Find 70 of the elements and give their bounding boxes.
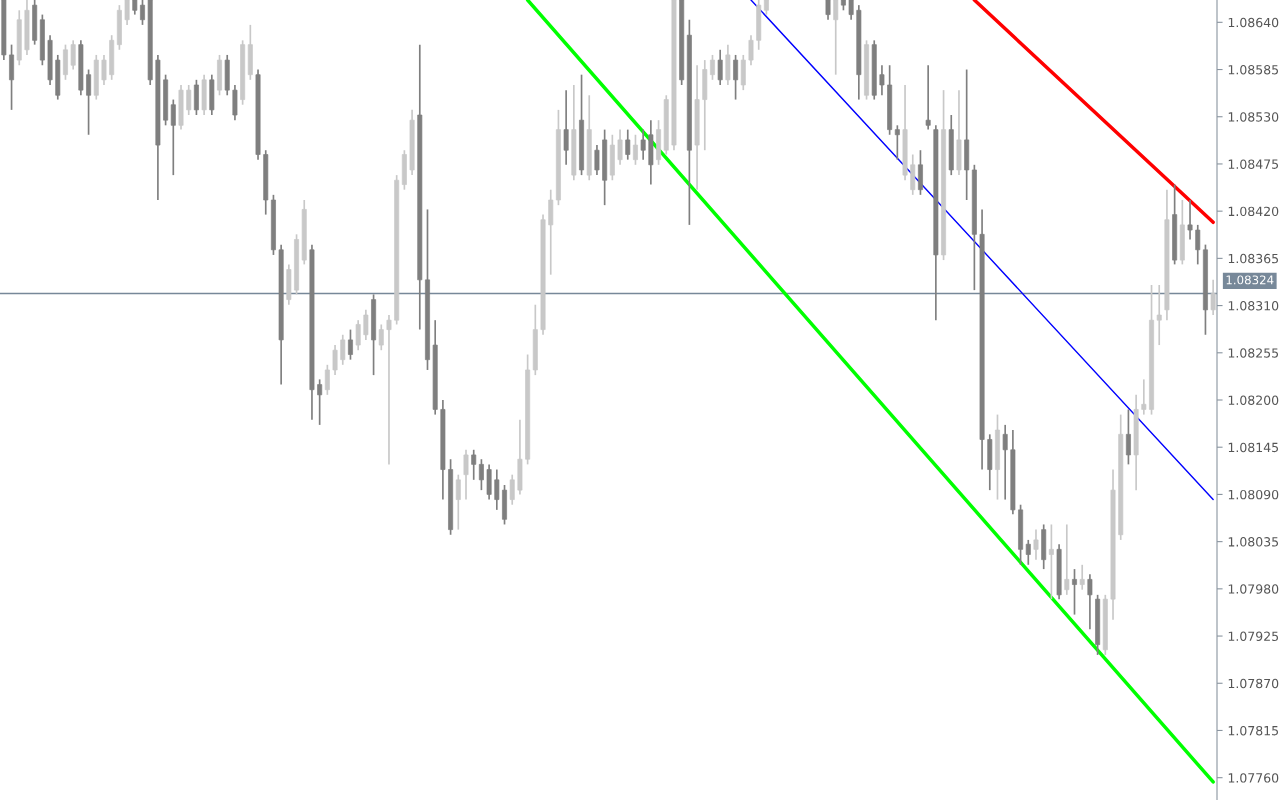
candlestick [717,48,723,86]
candlestick [363,309,369,341]
y-tick-label: 1.08585 [1228,65,1279,75]
candlestick [455,473,461,531]
candlestick [332,344,338,376]
y-tick-label: 1.08475 [1228,159,1279,169]
ref-line-label: 1.08324 [1226,275,1274,285]
candlestick [1072,568,1077,616]
candlestick [471,448,477,481]
candlestick [1002,424,1008,501]
candlestick [463,448,469,501]
y-tick-label: 1.08640 [1228,17,1279,28]
candlestick [625,128,631,161]
candlestick [1141,378,1147,416]
y-tick-label: 1.08035 [1228,537,1279,547]
candlestick [640,128,646,161]
candlestick [1125,408,1131,466]
y-tick-label: 1.08255 [1228,348,1279,358]
candlestick [1210,278,1216,316]
candlestick [170,98,176,176]
y-tick-label: 1.08420 [1228,206,1279,217]
candlestick [594,144,600,176]
candlestick [1064,523,1070,596]
y-tick-label: 1.08090 [1228,489,1279,500]
candlestick [1079,563,1085,591]
candlestick [632,133,638,166]
candlestick [833,0,839,76]
candlestick [478,458,484,491]
candlestick [617,128,623,166]
candlestick [101,54,107,86]
candlestick [386,314,392,466]
candlestick [563,89,569,166]
candlestick [86,68,92,136]
candlestick [355,319,361,352]
candlestick [186,84,192,116]
candlestick [1048,523,1054,600]
candlestick [348,328,353,361]
candlestick [70,39,76,71]
y-tick-label: 1.08365 [1228,253,1279,264]
candlestick [825,0,831,21]
candlestick [140,0,145,26]
candlestick [378,323,384,352]
candlestick [748,34,754,67]
candlestick [894,124,900,161]
y-tick-label: 1.08145 [1228,442,1279,453]
y-tick-label: 1.08200 [1228,395,1279,405]
candlestick [324,363,330,396]
candlestick [1156,284,1162,346]
candlestick [1087,573,1093,631]
y-tick-label: 1.07870 [1228,678,1279,689]
candlestick [509,473,515,506]
candlestick [1195,224,1201,266]
y-tick-label: 1.08530 [1228,112,1279,122]
candlestick [317,378,323,426]
candlestick [1033,528,1039,561]
candlestick [733,54,739,101]
y-tick-label: 1.07980 [1228,584,1279,594]
candlestick [1187,199,1193,241]
candlestick [710,54,715,81]
candlestick [340,333,346,366]
candlestick [925,64,931,131]
y-tick-label: 1.07760 [1228,773,1279,783]
candlestick [494,468,500,511]
candlestick [848,0,854,21]
y-tick-label: 1.08310 [1228,301,1279,311]
candlestick [879,64,885,97]
y-tick-label: 1.07815 [1228,725,1279,736]
candlestick [124,0,130,26]
candlestick [1025,539,1031,566]
y-tick-label: 1.07925 [1228,631,1279,641]
